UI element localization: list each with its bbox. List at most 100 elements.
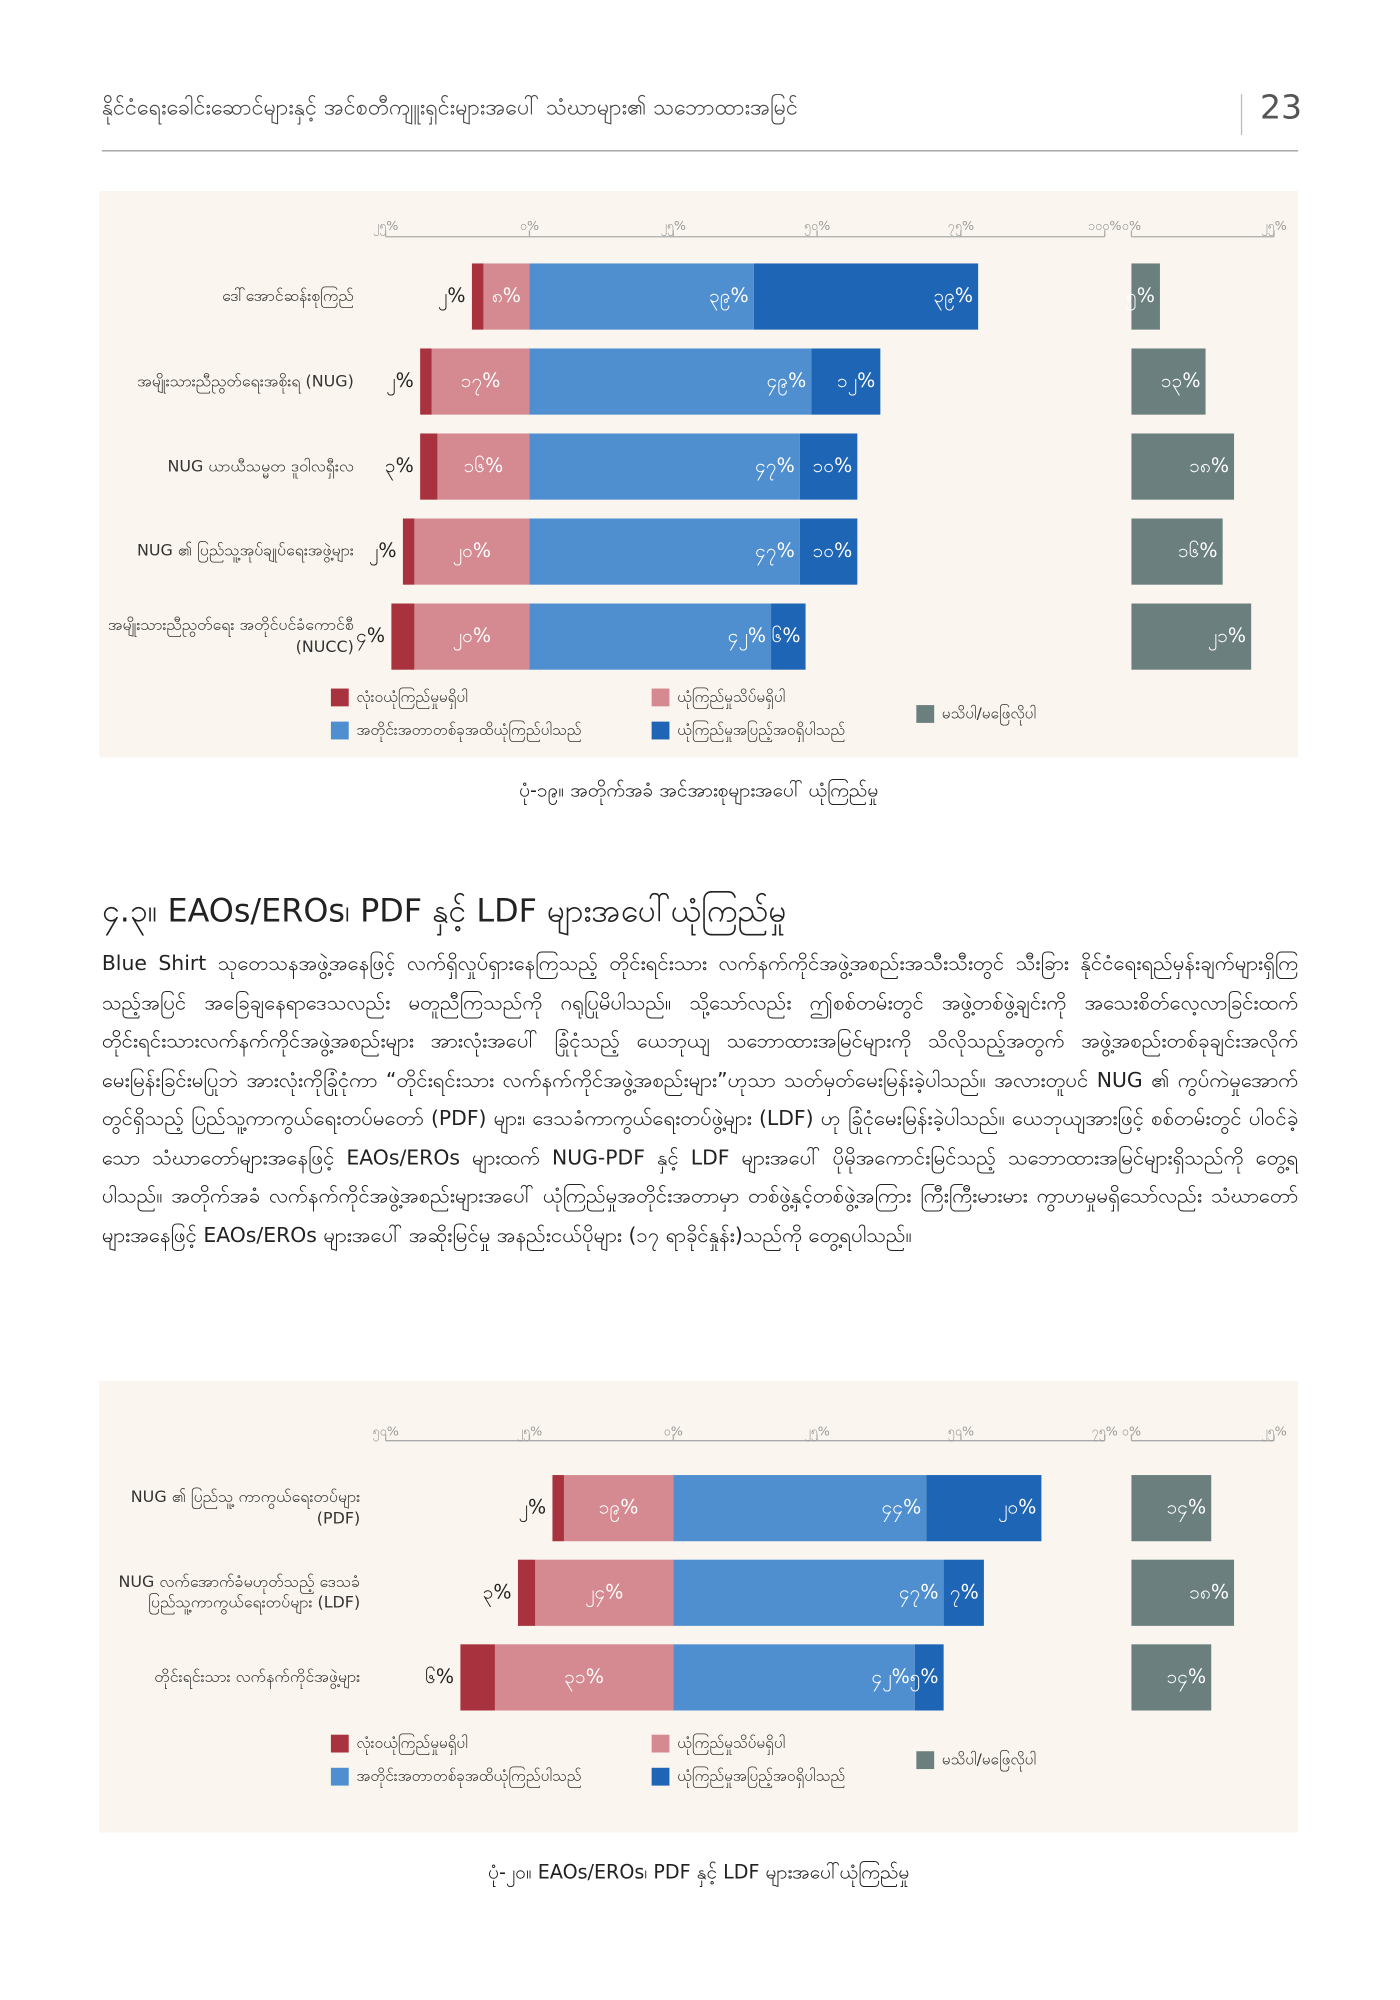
section-heading: ၄.၃။ EAOs/EROs၊ PDF နှင့် LDF များအပေါ်ယ… <box>101 892 787 930</box>
value-label: ၃၉% <box>933 284 973 311</box>
body-paragraph: Blue Shirt သုတေသနအဖွဲ့အနေဖြင့် လက်ရှိလှု… <box>101 950 1299 1247</box>
category-label: NUG ၏ ပြည်သူ့အုပ်ချုပ်ရေးအဖွဲ့များ <box>136 540 354 560</box>
legend-swatch <box>651 721 670 740</box>
legend-swatch <box>330 688 349 707</box>
value-label: ၁၄% <box>1167 1665 1207 1692</box>
value-label: ၂၀% <box>453 624 491 651</box>
value-label: ၂% <box>438 284 466 311</box>
x-tick-label: ၇၅% <box>948 218 974 236</box>
value-label: ၁၃% <box>1161 369 1201 396</box>
value-label: ၄၇% <box>899 1580 939 1607</box>
bar-segment <box>943 1559 984 1626</box>
legend-label: မသိပါ/မဖြေလိုပါ <box>942 703 1036 725</box>
legend-label: မသိပါ/မဖြေလိုပါ <box>942 1750 1036 1772</box>
chart: ၅၀% ၂၅% ၀% ၂၅% ၅၀% ၇၅% ၀% ၂၅% ၁၉% ၂% ၄၄% ၂၀% ၁၄% ၂၄% ၃… <box>330 1423 1287 1788</box>
value-label: ၈% <box>492 284 521 307</box>
x-tick-label: ၂၅% <box>661 218 686 236</box>
x-tick-label: ၂၅% <box>1261 1423 1287 1441</box>
value-label: ၁၈% <box>1189 454 1229 477</box>
value-label: ၄၂% <box>728 624 766 651</box>
bar-segment <box>431 348 530 415</box>
x-tick-label: ၂၅% <box>373 218 399 236</box>
running-header: နိုင်ငံရေးခေါင်းဆောင်များနှင့် အင်စတီကျူ… <box>101 95 798 121</box>
value-label: ၁၆% <box>1178 539 1218 562</box>
value-label: ၂၀% <box>998 1496 1036 1523</box>
value-label: ၁၉% <box>599 1496 639 1523</box>
legend-swatch <box>330 721 349 740</box>
legend-label: ယုံကြည်မှုအပြည့်အဝရှိပါသည် <box>677 1766 845 1788</box>
bar-segment <box>529 603 772 670</box>
value-label: ၃% <box>385 454 414 481</box>
bar-segment <box>673 1559 944 1626</box>
bar-segment <box>1131 433 1235 500</box>
legend-swatch <box>916 705 935 723</box>
x-tick-label: ၅၀% <box>372 1423 398 1441</box>
chart: ၂၅% ၀% ၂၅% ၅၀% ၇၅% ၁၀၀% ၀% ၂၅%၈%၂% ၃၉% ၃၉% ၅%၁၇%၂%… <box>330 218 1287 742</box>
legend-label: ယုံကြည်မှုအပြည့်အဝရှိပါသည် <box>677 720 845 742</box>
bar-segment <box>1131 1644 1212 1711</box>
value-label: ၂၀% <box>453 539 491 566</box>
bar-segment <box>771 603 806 670</box>
figure-caption: ပုံ-၂၀။ EAOs/EROs၊ PDF နှင့် LDF များအပေ… <box>488 1860 910 1884</box>
category-label: NUG လက်အောက်ခံမဟုတ်သည့် ဒေသခံ ပြည်သူ့ကာက… <box>118 1571 361 1612</box>
value-label: ၁၇% <box>461 369 501 396</box>
bar-segment <box>437 433 530 500</box>
value-label: ၄၇% <box>755 539 795 566</box>
legend-swatch <box>651 1767 670 1786</box>
legend-swatch <box>651 688 670 707</box>
legend-swatch <box>330 1767 349 1786</box>
value-label: ၃၁% <box>564 1665 604 1692</box>
bar-segment <box>799 518 858 585</box>
bar-segment <box>552 1475 564 1542</box>
bar-segment <box>563 1475 674 1542</box>
value-label: ၁၈% <box>1189 1580 1229 1603</box>
x-tick-label: ၂၅% <box>804 1423 830 1441</box>
chart-panel: ၅၀% ၂၅% ၀% ၂၅% ၅၀% ၇၅% ၀% ၂၅% ၁၉% ၂% ၄၄% ၂၀% ၁၄% ၂၄% ၃… <box>99 1380 1299 1833</box>
value-label: ၁၀% <box>813 539 853 562</box>
legend-label: လုံးဝယုံကြည်မှုမရှိပါ <box>356 1733 467 1755</box>
bar-segment <box>811 348 881 415</box>
bar-segment <box>391 603 415 670</box>
bar-segment <box>494 1644 674 1711</box>
value-label: ၇% <box>950 1580 979 1607</box>
x-tick-label: ၀% <box>520 218 539 233</box>
bar-segment <box>529 348 812 415</box>
value-label: ၄% <box>356 624 385 651</box>
bar-segment <box>460 1644 495 1711</box>
category-label: တိုင်းရင်းသား လက်နက်ကိုင်အဖွဲ့များ <box>154 1666 361 1686</box>
x-tick-label: ၂၅% <box>517 1423 542 1441</box>
bar-segment <box>1131 348 1206 415</box>
bar-segment <box>471 263 484 330</box>
x-tick-label: ၇၅% <box>1092 1423 1118 1441</box>
legend-swatch <box>651 1734 670 1753</box>
legend-swatch <box>916 1751 935 1770</box>
value-label: ၂၁% <box>1208 624 1246 651</box>
value-label: ၆% <box>772 624 801 647</box>
category-label: NUG ၏ ပြည်သူ့ ကာကွယ်ရေးတပ်များ (PDF) <box>130 1486 361 1528</box>
value-label: ၄၇% <box>755 454 795 481</box>
figure-caption: ပုံ-၁၉။ အတိုက်အခံ အင်အားစုများအပေါ် ယုံက… <box>519 778 879 802</box>
value-label: ၃၉% <box>709 284 749 311</box>
bar-segment <box>402 518 415 585</box>
value-label: ၅% <box>910 1665 939 1692</box>
x-tick-label: ၀% <box>664 1423 683 1438</box>
value-label: ၁၀% <box>813 454 853 477</box>
category-label: အမျိုးသားညီညွတ်ရေး အတိုင်ပင်ခံကောင်စီ (N… <box>107 615 354 656</box>
chart-panel: ၂၅% ၀% ၂၅% ၅၀% ၇၅% ၁၀၀% ၀% ၂၅% ၈% ၂% ၃၉% ၃၉% ၅% ၁၇% ၂%… <box>99 190 1299 758</box>
bar-segment <box>483 263 530 330</box>
value-label: ၂% <box>369 539 397 566</box>
value-label: ၄၂% <box>872 1665 910 1692</box>
value-label: ၂% <box>519 1496 547 1523</box>
value-label: ၁၆% <box>464 454 504 477</box>
bar-segment <box>529 263 754 330</box>
legend-label: အတိုင်းအတာတစ်ခုအထိယုံကြည်ပါသည် <box>356 1766 581 1788</box>
page-number: 23 <box>1259 89 1303 128</box>
bar-segment <box>753 263 979 330</box>
header-rule <box>101 150 1299 152</box>
x-tick-label: ၀% <box>1122 1423 1141 1438</box>
value-label: ၂၄% <box>585 1580 623 1607</box>
bar-segment <box>1131 518 1223 585</box>
bar-segment <box>673 1475 927 1542</box>
